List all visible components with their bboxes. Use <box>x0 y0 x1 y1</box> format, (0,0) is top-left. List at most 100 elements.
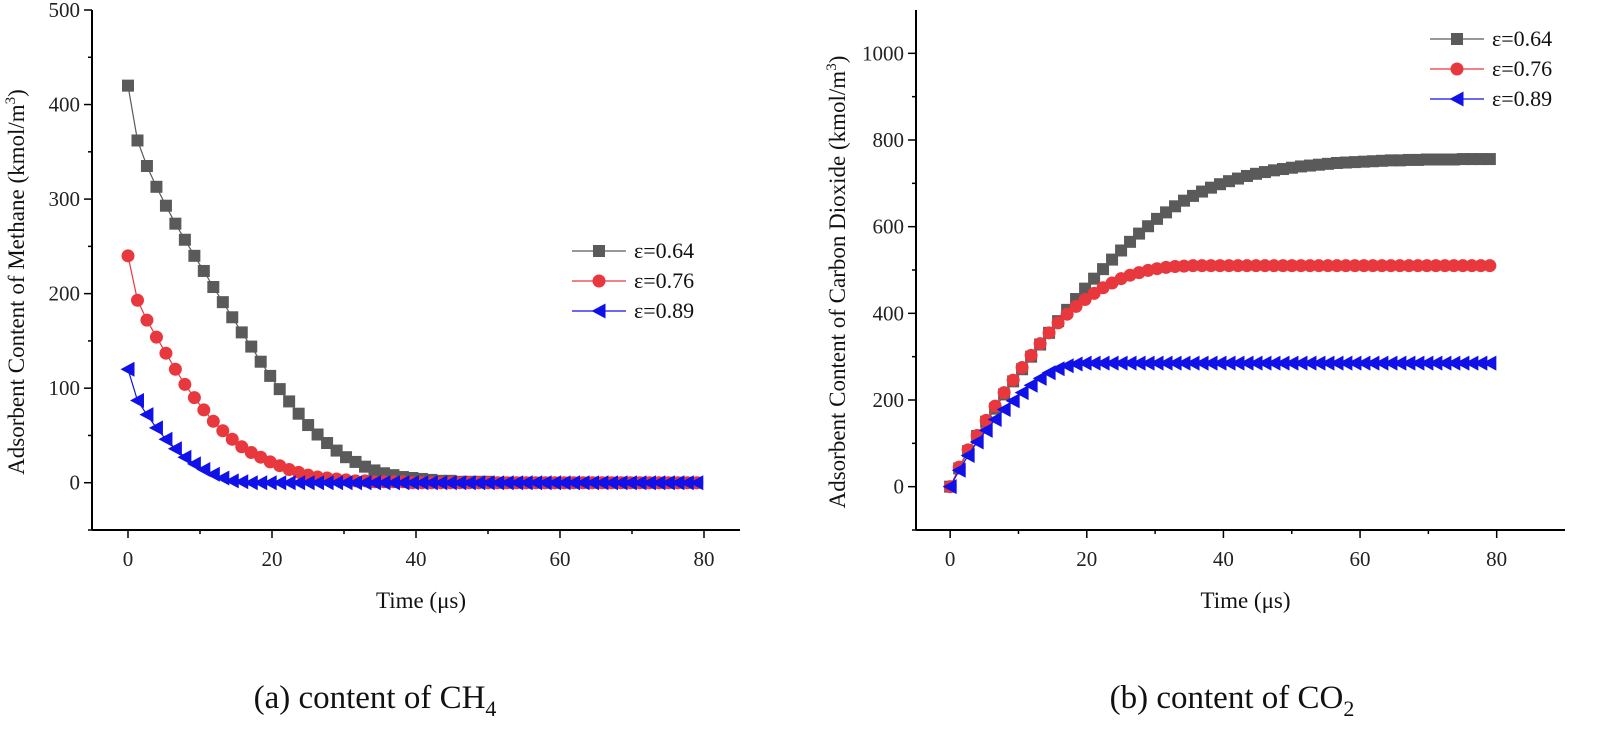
data-point <box>262 475 277 491</box>
data-point <box>1014 385 1029 401</box>
data-point <box>978 422 993 438</box>
data-point <box>518 475 533 491</box>
caption-a: (a) content of CH4 <box>254 680 497 721</box>
x-tick-label: 80 <box>694 547 715 571</box>
data-point <box>979 413 993 427</box>
data-point <box>1429 259 1443 273</box>
data-point <box>414 475 429 491</box>
data-point <box>1357 259 1371 273</box>
data-point <box>1257 355 1272 371</box>
data-point <box>1311 355 1326 371</box>
data-point <box>122 79 134 92</box>
y-tick-label: 200 <box>49 282 81 306</box>
data-point <box>1033 337 1047 351</box>
data-point <box>442 475 457 491</box>
y-tick-label: 1000 <box>862 41 904 65</box>
data-point <box>1095 355 1110 371</box>
data-point <box>243 475 258 491</box>
data-point <box>1151 212 1164 225</box>
legend-label: ε=0.64 <box>1492 26 1552 51</box>
data-point <box>490 475 505 491</box>
data-point <box>1258 166 1271 179</box>
data-point <box>368 464 381 477</box>
data-point <box>1186 259 1200 273</box>
data-point <box>348 475 363 491</box>
data-point <box>292 407 305 420</box>
data-point <box>1176 355 1191 371</box>
data-point <box>1294 259 1308 273</box>
data-point <box>1411 259 1425 273</box>
data-point <box>1338 355 1353 371</box>
data-point <box>1106 253 1119 266</box>
data-point <box>660 475 675 491</box>
legend-marker <box>591 303 606 319</box>
data-point <box>622 475 637 491</box>
y-tick-label: 300 <box>49 187 81 211</box>
data-point <box>225 432 239 446</box>
data-point <box>245 340 258 353</box>
data-point <box>1024 348 1038 362</box>
data-point <box>385 475 400 491</box>
data-point <box>168 362 182 376</box>
data-point <box>452 475 467 491</box>
data-point <box>1005 393 1020 409</box>
data-point <box>1455 355 1470 371</box>
data-point <box>1293 355 1308 371</box>
data-point <box>1213 259 1227 273</box>
data-point <box>1023 377 1038 393</box>
data-point <box>1420 153 1433 166</box>
data-point <box>1214 178 1227 191</box>
data-point <box>121 249 135 263</box>
data-point <box>1312 158 1325 171</box>
data-point <box>207 281 220 294</box>
data-point <box>632 475 647 491</box>
data-point <box>1195 259 1209 273</box>
data-point <box>1474 153 1487 166</box>
data-point <box>206 414 220 428</box>
y-tick-label: 100 <box>49 376 81 400</box>
legend-marker <box>592 274 606 288</box>
data-point <box>253 475 268 491</box>
data-point <box>197 403 211 417</box>
data-point <box>1266 355 1281 371</box>
data-point <box>216 424 230 438</box>
data-point <box>1482 355 1497 371</box>
data-point <box>1249 259 1263 273</box>
data-point <box>131 293 145 307</box>
data-point <box>1032 370 1047 386</box>
data-point <box>226 311 239 324</box>
data-point <box>556 475 571 491</box>
data-point <box>1429 153 1442 166</box>
data-point <box>1051 316 1065 330</box>
data-point <box>140 160 153 172</box>
data-point <box>1131 355 1146 371</box>
data-point <box>1447 259 1461 273</box>
series-triangle-left <box>120 361 704 491</box>
data-point <box>1302 355 1317 371</box>
data-point <box>340 451 353 464</box>
data-point <box>594 475 609 491</box>
data-point <box>613 475 628 491</box>
data-point <box>641 475 656 491</box>
data-point <box>196 461 211 477</box>
data-point <box>1231 172 1244 185</box>
data-point <box>1375 259 1389 273</box>
data-point <box>1059 358 1074 374</box>
data-point <box>1483 153 1496 166</box>
data-point <box>235 326 248 339</box>
data-point <box>1402 259 1416 273</box>
data-point <box>178 377 192 391</box>
data-point <box>1347 355 1362 371</box>
data-point <box>942 479 957 495</box>
data-point <box>330 444 343 457</box>
data-point <box>1258 259 1272 273</box>
y-tick-label: 400 <box>49 93 81 117</box>
data-point <box>395 475 410 491</box>
data-point <box>679 475 694 491</box>
x-tick-label: 0 <box>945 547 956 571</box>
data-point <box>1456 259 1470 273</box>
data-point <box>433 475 448 491</box>
data-point <box>1212 355 1227 371</box>
data-point <box>1401 355 1416 371</box>
data-point <box>689 475 704 491</box>
